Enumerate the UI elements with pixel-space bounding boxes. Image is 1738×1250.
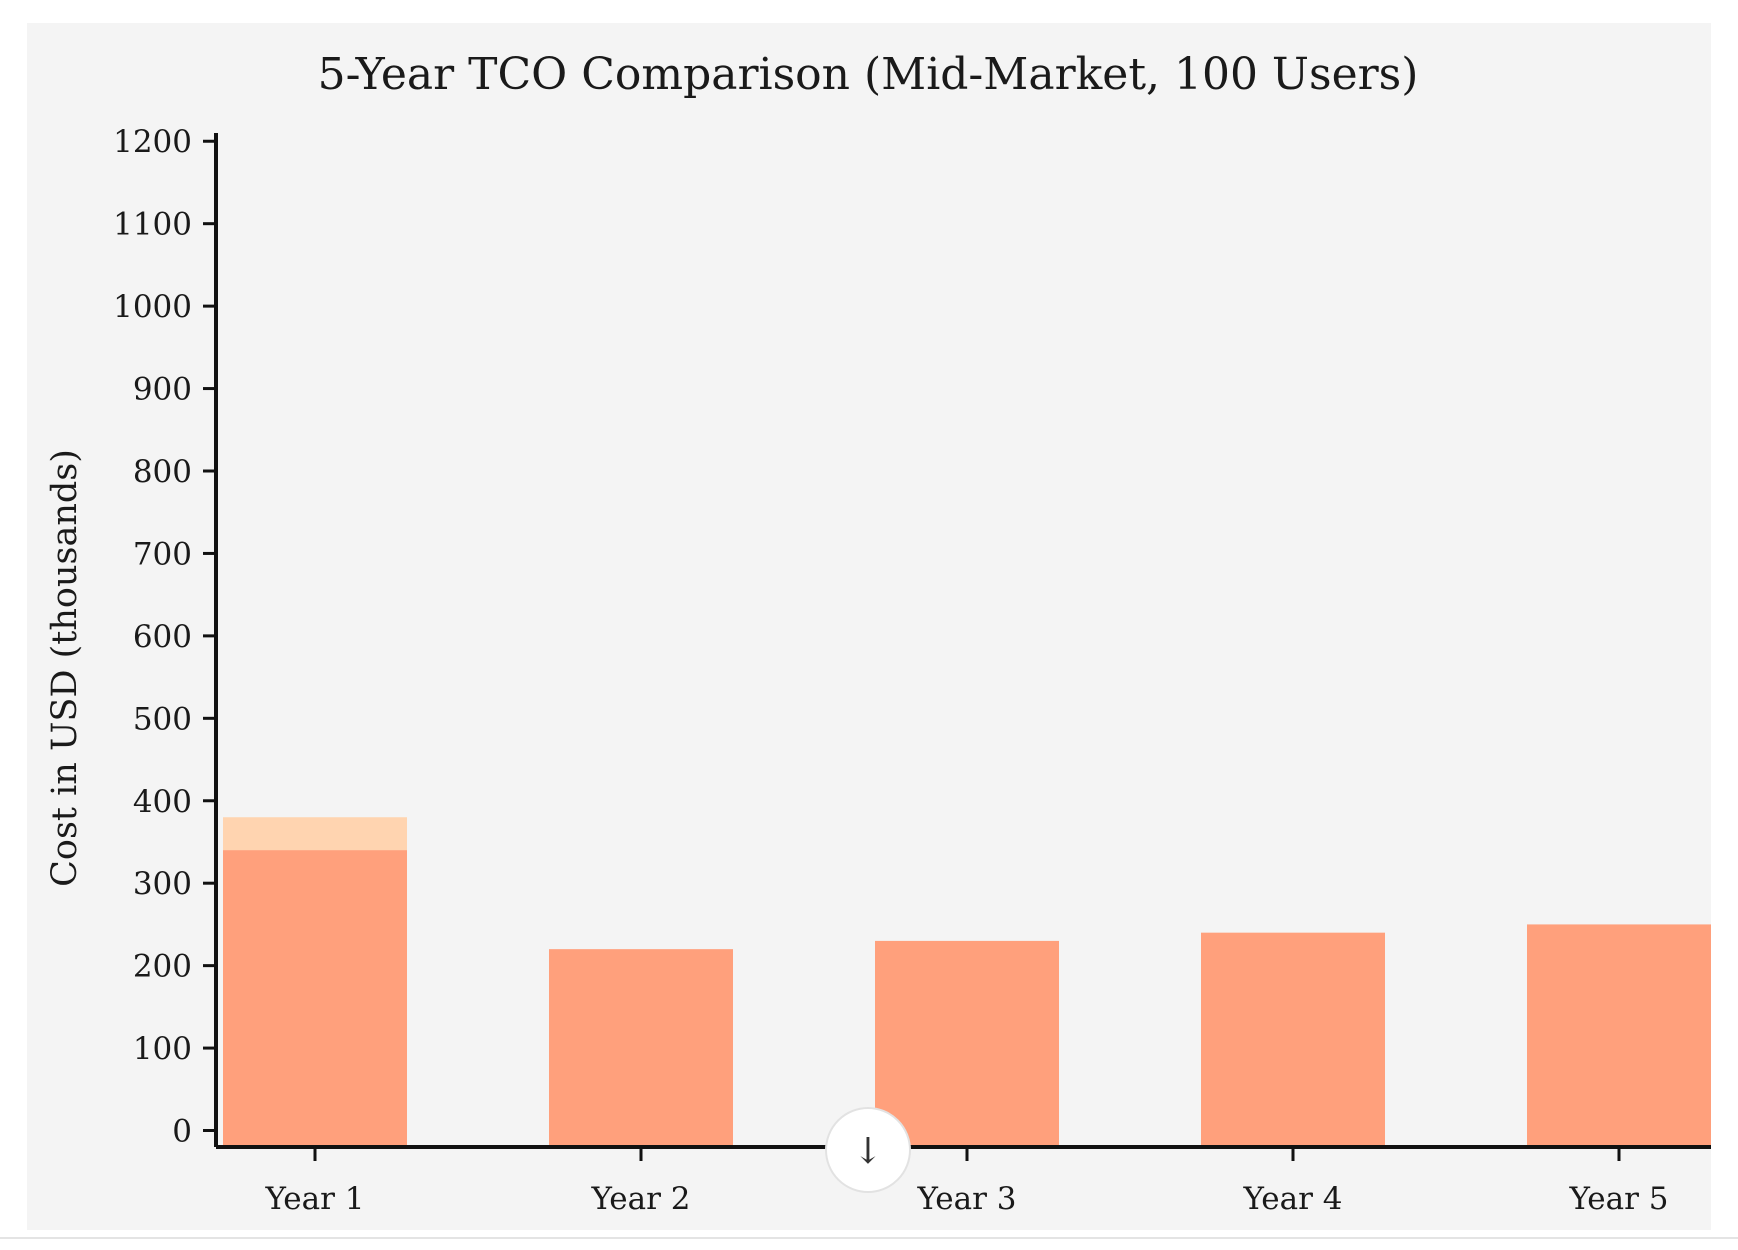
chart-title: 5-Year TCO Comparison (Mid-Market, 100 U… [318,49,1419,100]
bar-series2-year-3 [875,940,1059,1147]
scroll-button-circle[interactable] [825,1107,911,1193]
y-tick-label: 1000 [113,289,192,325]
y-tick-label: 900 [133,372,192,408]
x-axis-ticks: Year 1 Year 2 Year 3 Year 4 Year 5 [265,1147,1669,1217]
bar-series2-year-5 [1527,924,1711,1147]
bar-series2-year-1 [223,850,407,1147]
y-tick-label: 400 [133,784,192,820]
y-tick-label: 500 [133,701,192,737]
y-tick-label: 1100 [113,207,192,243]
y-tick-label: 600 [133,619,192,655]
y-tick-label: 300 [133,866,192,902]
x-tick-label: Year 2 [591,1181,691,1217]
y-tick-label: 200 [133,949,192,985]
bar-series2-year-4 [1201,932,1385,1147]
y-tick-label: 0 [172,1114,192,1150]
scroll-down-button[interactable]: ↓ [825,1107,911,1193]
y-axis-label: Cost in USD (thousands) [45,449,85,887]
y-axis-ticks: 0 100 200 300 400 500 600 700 800 900 1000 1100 1200 [113,124,216,1150]
bars [223,817,1711,1147]
x-tick-label: Year 4 [1243,1181,1343,1217]
x-tick-label: Year 1 [265,1181,365,1217]
y-tick-label: 100 [133,1031,192,1067]
x-tick-label: Year 5 [1569,1181,1669,1217]
y-tick-label: 700 [133,536,192,572]
y-tick-label: 1200 [113,124,192,160]
bar-series2-year-2 [549,949,733,1147]
x-tick-label: Year 3 [917,1181,1017,1217]
y-tick-label: 800 [133,454,192,490]
arrow-down-icon[interactable]: ↓ [853,1131,883,1172]
